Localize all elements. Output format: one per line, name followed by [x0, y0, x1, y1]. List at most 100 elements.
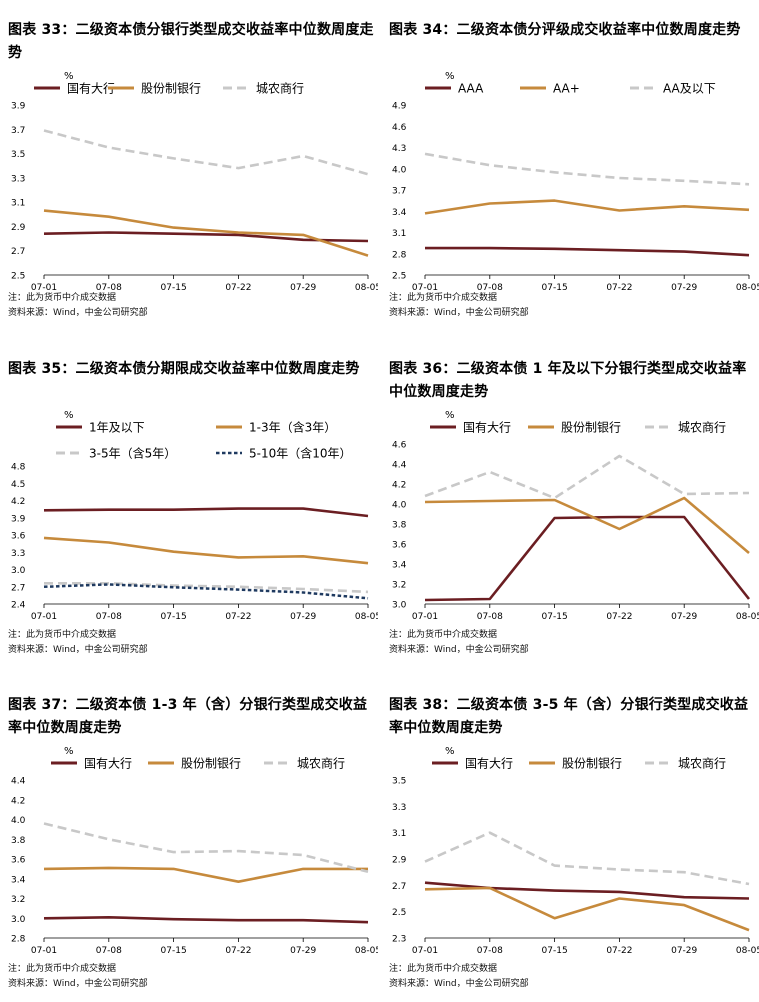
x-tick-label: 07-08 — [96, 612, 122, 622]
y-tick-label: 3.8 — [392, 521, 407, 531]
figure-37: 图表 37：二级资本债 1-3 年（含）分银行类型成交收益率中位数周度走势 % 国… — [8, 694, 385, 999]
series-line — [44, 582, 369, 594]
y-unit-label: % — [64, 746, 74, 757]
series-line — [43, 129, 369, 176]
legend-label: 国有大行 — [84, 757, 132, 771]
legend: 1年及以下 1-3年（含3年） 3-5年（含5年） 5-10年（含10年） — [56, 420, 352, 461]
x-tick-label: 07-22 — [225, 283, 251, 293]
x-axis: 07-01 07-08 07-15 07-22 07-29 08-05 — [31, 274, 378, 293]
x-tick-label: 08-05 — [355, 612, 378, 622]
legend: 国有大行 股份制银行 城农商行 — [34, 81, 304, 96]
line-chart: %AAA AA+ AA及以下 2.5 2.8 3.1 3.4 3.7 4.0 4.3 4.6 4.9 0… — [392, 71, 759, 293]
y-tick-label: 3.7 — [11, 126, 25, 136]
legend-label: 国有大行 — [67, 82, 115, 96]
legend: 国有大行 股份制银行 城农商行 — [430, 420, 726, 435]
source-text: 资料来源：Wind，中金公司研究部 — [389, 308, 529, 318]
y-tick-label: 4.6 — [392, 123, 407, 133]
x-tick-label: 07-29 — [671, 283, 697, 293]
y-tick-label: 2.5 — [392, 272, 406, 282]
y-tick-label: 2.8 — [11, 935, 26, 945]
series-line — [424, 831, 750, 886]
y-tick-label: 3.3 — [11, 174, 25, 184]
x-tick-label: 07-08 — [96, 283, 122, 293]
figure-notes: 注：此为货币中介成交数据 资料来源：Wind，中金公司研究部 — [389, 962, 529, 992]
legend-label: 1年及以下 — [89, 421, 145, 435]
y-axis: 2.4 2.7 3.0 3.3 3.6 3.9 4.2 4.5 4.8 — [11, 463, 26, 611]
y-tick-label: 3.9 — [11, 514, 26, 524]
x-tick-label: 07-08 — [477, 612, 503, 622]
y-tick-label: 3.3 — [11, 549, 25, 559]
x-tick-label: 07-01 — [412, 612, 438, 622]
y-tick-label: 4.0 — [11, 816, 26, 826]
y-unit-label: % — [445, 410, 455, 421]
y-axis: 2.3 2.5 2.7 2.9 3.1 3.3 3.5 — [392, 777, 407, 945]
x-axis: 07-01 07-08 07-15 07-22 07-29 08-05 — [31, 603, 378, 622]
legend: AAA AA+ AA及以下 — [425, 82, 716, 96]
series — [43, 866, 368, 883]
y-tick-label: 4.2 — [11, 796, 25, 806]
y-tick-label: 3.2 — [11, 895, 25, 905]
y-unit-label: % — [445, 746, 455, 757]
x-tick-label: 07-15 — [161, 283, 187, 293]
note-text: 注：此为货币中介成交数据 — [8, 293, 117, 303]
y-tick-label: 4.6 — [392, 441, 407, 451]
x-tick-label: 07-01 — [31, 946, 57, 956]
figure-36: 图表 36：二级资本债 1 年及以下分银行类型成交收益率中位数周度走势 % 国有大… — [389, 358, 759, 663]
legend-label: 股份制银行 — [562, 757, 622, 771]
y-tick-label: 3.3 — [392, 803, 406, 813]
y-tick-label: 2.9 — [11, 223, 26, 233]
y-tick-label: 2.9 — [392, 856, 407, 866]
x-tick-label: 07-22 — [606, 612, 632, 622]
y-tick-label: 4.8 — [11, 463, 26, 473]
series — [43, 583, 369, 600]
y-tick-label: 2.7 — [392, 882, 406, 892]
legend-label: 1-3年（含3年） — [249, 420, 336, 435]
legend-label: 股份制银行 — [181, 757, 241, 771]
x-tick-label: 07-01 — [412, 283, 438, 293]
legend-label: 股份制银行 — [141, 82, 201, 96]
legend-label: AA+ — [553, 82, 580, 96]
y-tick-label: 3.8 — [11, 836, 26, 846]
x-tick-label: 07-08 — [96, 946, 122, 956]
series — [425, 246, 750, 257]
y-tick-label: 3.1 — [392, 229, 406, 239]
source-text: 资料来源：Wind，中金公司研究部 — [8, 979, 148, 989]
y-tick-label: 4.3 — [392, 144, 406, 154]
legend-label: 5-10年（含10年） — [249, 446, 352, 461]
y-tick-label: 4.5 — [11, 480, 25, 490]
note-text: 注：此为货币中介成交数据 — [389, 293, 498, 303]
note-text: 注：此为货币中介成交数据 — [389, 630, 498, 640]
legend-label: 城农商行 — [297, 756, 345, 771]
source-text: 资料来源：Wind，中金公司研究部 — [389, 645, 529, 655]
x-tick-label: 07-29 — [290, 283, 316, 293]
series-line — [425, 246, 750, 257]
y-axis: 2.5 2.7 2.9 3.1 3.3 3.5 3.7 3.9 — [11, 102, 26, 282]
x-tick-label: 07-08 — [477, 283, 503, 293]
series — [424, 496, 750, 554]
y-tick-label: 3.1 — [392, 829, 406, 839]
line-chart: % 国有大行 股份制银行 城农商行 2.3 2.5 2.7 2.9 3.1 3.3 3.5 07-01… — [392, 746, 759, 956]
legend: 国有大行 股份制银行 城农商行 — [432, 756, 726, 771]
figure-title: 图表 38：二级资本债 3-5 年（含）分银行类型成交收益率中位数周度走势 — [389, 697, 749, 736]
x-axis: 07-01 07-08 07-15 07-22 07-29 08-05 — [31, 937, 378, 956]
y-tick-label: 2.7 — [11, 583, 25, 593]
x-tick-label: 07-22 — [606, 283, 632, 293]
legend-label: AAA — [458, 82, 484, 96]
series-line — [424, 515, 751, 602]
x-tick-label: 07-29 — [671, 946, 697, 956]
series — [43, 231, 369, 243]
x-tick-label: 08-05 — [736, 946, 759, 956]
y-tick-label: 3.2 — [392, 581, 406, 591]
series — [43, 822, 369, 874]
series-line — [424, 886, 750, 932]
figure-title: 图表 33：二级资本债分银行类型成交收益率中位数周度走势 — [8, 22, 374, 61]
y-tick-label: 4.2 — [392, 481, 406, 491]
figure-33: 图表 33：二级资本债分银行类型成交收益率中位数周度走势 % 国有大行 股份制银行 城… — [8, 19, 385, 324]
series-line — [424, 199, 750, 215]
legend-label: 3-5年（含5年） — [89, 446, 176, 461]
line-chart: %1年及以下 1-3年（含3年）3-5年（含5年） 5-10年（含10年）2.42.… — [11, 410, 378, 622]
x-tick-label: 08-05 — [736, 283, 759, 293]
x-tick-label: 07-15 — [161, 612, 187, 622]
x-tick-label: 08-05 — [355, 946, 378, 956]
